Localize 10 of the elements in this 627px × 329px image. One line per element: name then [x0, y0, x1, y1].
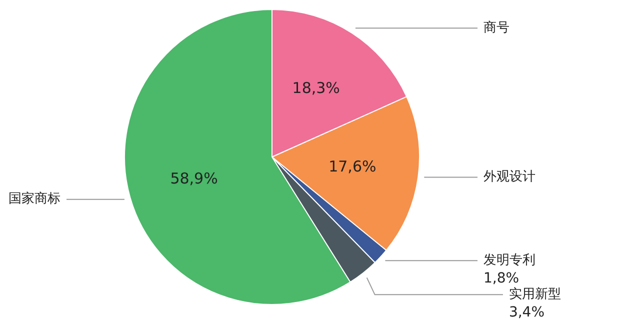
data-label: 18,3% [292, 78, 340, 97]
slice-label: 发明专利 [484, 253, 536, 268]
slice-label: 商号 [484, 20, 510, 36]
slice-label: 实用新型 [508, 287, 561, 302]
data-label: 1,8% [484, 270, 520, 286]
slice-label: 外观设计 [484, 170, 536, 185]
data-label: 58,9% [170, 169, 218, 188]
data-label: 17,6% [328, 158, 376, 176]
data-label: 3,4% [508, 304, 545, 320]
slice-label: 国家商标 [8, 190, 60, 207]
